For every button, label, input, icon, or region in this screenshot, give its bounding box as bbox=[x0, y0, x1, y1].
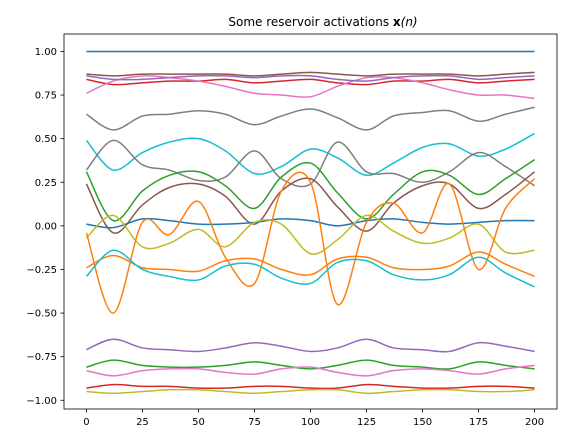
y-tick-label: −0.25 bbox=[26, 265, 57, 276]
series-line-14 bbox=[86, 251, 535, 278]
x-tick-label: 50 bbox=[192, 417, 205, 428]
y-axis: 1.00 0.75 0.50 0.25 0.00 −0.25 −0.50 −0.75 −1.00 bbox=[26, 47, 64, 407]
x-axis: 0 25 50 75 100 125 150 175 200 bbox=[83, 409, 544, 428]
y-tick-label: 1.00 bbox=[35, 47, 57, 58]
y-tick-label: 0.50 bbox=[35, 134, 57, 145]
x-tick-label: 125 bbox=[357, 417, 376, 428]
series-line-3 bbox=[86, 78, 535, 86]
series-line-13 bbox=[85, 171, 536, 314]
y-tick-label: 0.25 bbox=[35, 178, 57, 189]
series-line-12 bbox=[85, 214, 535, 255]
series-line-7 bbox=[85, 132, 535, 177]
series-line-6 bbox=[85, 106, 535, 131]
y-tick-label: 0.75 bbox=[35, 91, 57, 102]
chart-title-text: Some reservoir activations bbox=[228, 15, 393, 29]
series-line-2 bbox=[86, 71, 535, 77]
x-tick-label: 0 bbox=[83, 417, 89, 428]
y-tick-label: −0.50 bbox=[26, 309, 57, 320]
x-tick-label: 200 bbox=[525, 417, 544, 428]
series-line-19 bbox=[86, 383, 535, 390]
y-tick-label: −0.75 bbox=[26, 352, 57, 363]
x-tick-label: 75 bbox=[248, 417, 261, 428]
series-line-15 bbox=[85, 249, 535, 288]
series-line-16 bbox=[86, 338, 535, 353]
y-tick-label: −1.00 bbox=[26, 396, 57, 407]
chart-title: Some reservoir activations x(n) bbox=[228, 15, 417, 29]
series-line-20 bbox=[86, 388, 535, 395]
chart-title-math: x bbox=[393, 15, 401, 29]
series-line-5 bbox=[86, 74, 535, 82]
x-tick-label: 100 bbox=[301, 417, 320, 428]
series-line-17 bbox=[86, 359, 535, 370]
series-line-18 bbox=[86, 364, 535, 377]
chart-title-tail: (n) bbox=[401, 15, 418, 29]
x-tick-label: 175 bbox=[469, 417, 488, 428]
plot-area bbox=[85, 50, 536, 395]
x-tick-label: 150 bbox=[413, 417, 432, 428]
y-tick-label: 0.00 bbox=[35, 221, 57, 232]
series-line-10 bbox=[85, 171, 536, 234]
series-line-4 bbox=[86, 74, 535, 100]
series-line-9 bbox=[85, 158, 536, 222]
x-tick-label: 25 bbox=[136, 417, 149, 428]
series-line-11 bbox=[86, 217, 535, 229]
